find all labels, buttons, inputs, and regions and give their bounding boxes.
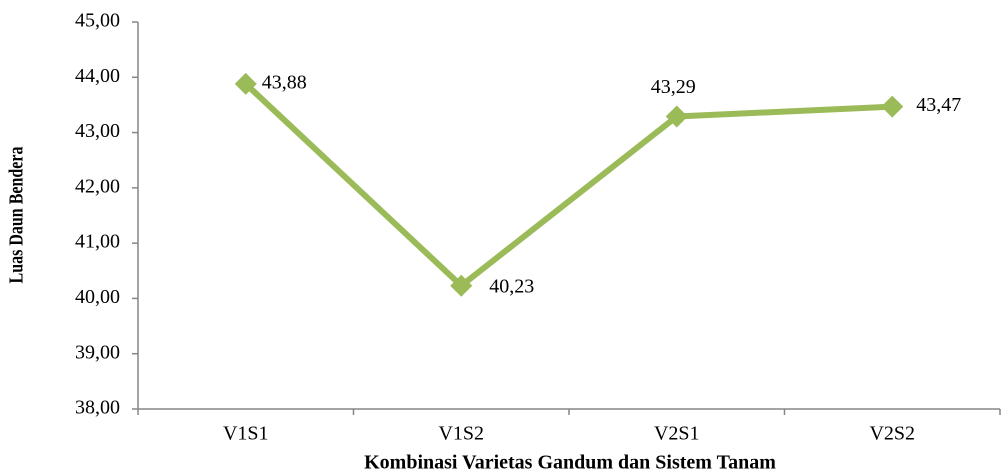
line (243, 81, 893, 289)
data-label: 43,88 (262, 72, 307, 94)
y-tick-label: 43,00 (75, 120, 120, 142)
marker (665, 105, 688, 128)
y-tick-label: 39,00 (75, 341, 120, 363)
data-label: 40,23 (489, 275, 534, 297)
x-tick-label: V2S1 (654, 423, 700, 445)
y-tick-label: 44,00 (75, 65, 120, 87)
x-tick-label: V2S2 (869, 423, 915, 445)
marker (881, 95, 904, 118)
y-tick-label: 45,00 (75, 10, 120, 32)
data-label: 43,47 (916, 94, 961, 116)
y-tick-label: 40,00 (75, 286, 120, 308)
x-tick-label: V1S1 (223, 423, 269, 445)
y-tick-label: 38,00 (75, 397, 120, 419)
marker (450, 274, 473, 297)
data-label: 43,29 (651, 76, 696, 98)
y-axis-title: Luas Daun Bendera (5, 147, 27, 284)
y-tick-label: 41,00 (75, 231, 120, 253)
y-tick-label: 42,00 (75, 175, 120, 197)
x-tick-label: V1S2 (438, 423, 484, 445)
x-axis-title: Kombinasi Varietas Gandum dan Sistem Tan… (364, 452, 776, 474)
marker (234, 72, 257, 95)
